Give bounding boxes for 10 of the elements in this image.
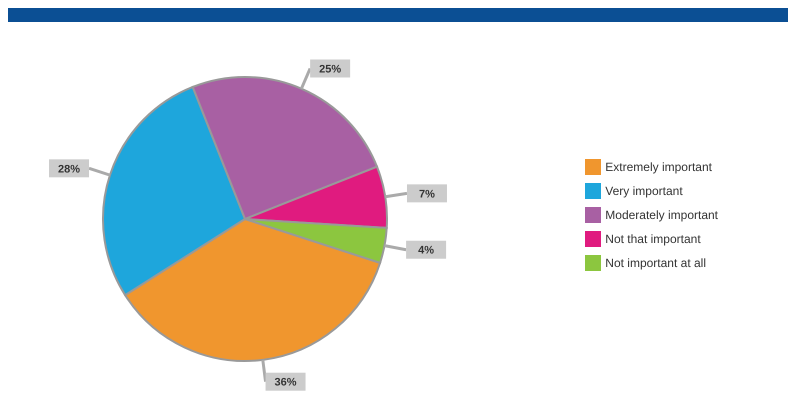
legend-label: Not important at all — [605, 256, 706, 270]
data-label: 7% — [419, 188, 436, 200]
data-label: 25% — [319, 63, 342, 76]
legend-label: Extremely important — [605, 160, 712, 174]
legend-label: Very important — [605, 184, 683, 198]
data-label: 36% — [274, 376, 297, 389]
legend-label: Not that important — [605, 232, 701, 246]
legend-label: Moderately important — [605, 208, 718, 222]
data-label: 28% — [58, 163, 80, 176]
data-label: 4% — [418, 244, 434, 257]
